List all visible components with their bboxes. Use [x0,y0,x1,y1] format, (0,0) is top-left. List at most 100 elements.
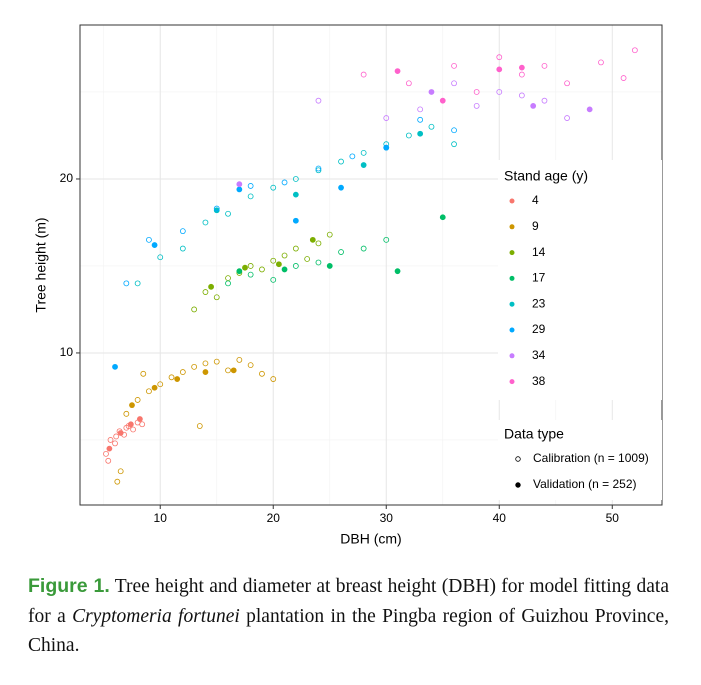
validation-point [417,130,424,137]
validation-point [174,376,181,382]
calibration-point [383,236,390,243]
validation-point [338,184,344,191]
validation-point [208,283,214,290]
calibration-point [157,254,164,261]
calibration-point [405,132,412,139]
legend-label: 23 [532,296,546,310]
calibration-point [157,381,164,388]
calibration-point [114,478,121,485]
calibration-point [123,280,130,287]
calibration-point [270,257,277,264]
calibration-point [140,370,147,377]
calibration-point [292,245,299,252]
validation-point [236,268,243,275]
calibration-point [225,367,231,374]
calibration-point [541,97,548,104]
validation-point [136,416,143,422]
calibration-point [281,179,288,186]
calibration-point [247,263,254,269]
calibration-point [130,426,137,433]
calibration-point [247,362,254,369]
calibration-point [225,210,231,217]
validation-point [242,264,248,271]
legend-key [515,482,521,488]
calibration-point [315,240,322,247]
calibration-point [168,374,175,381]
calibration-point [326,231,333,238]
validation-point [230,367,237,374]
calibration-point [518,92,525,99]
legend-key [509,275,515,281]
calibration-point [179,228,186,235]
calibration-point [179,245,186,252]
calibration-point [473,102,480,109]
legend-key [509,224,515,230]
calibration-point [281,252,288,259]
legend-label: 4 [532,193,539,207]
calibration-point [564,80,570,87]
legend-key [515,456,521,462]
x-tick-label: 40 [493,511,507,525]
legend-label: 38 [532,374,546,388]
calibration-point [451,141,457,148]
calibration-point [191,363,198,370]
validation-point [151,384,158,391]
validation-point [127,421,134,428]
calibration-point [259,266,265,273]
validation-point [292,217,299,224]
calibration-point [247,193,254,200]
validation-point [281,266,288,273]
validation-point [275,261,282,268]
calibration-point [304,256,311,262]
calibration-point [541,62,548,69]
calibration-point [360,245,367,252]
y-axis-title: Tree height (m) [33,217,49,312]
calibration-point [417,116,424,123]
calibration-point [620,75,627,81]
calibration-point [259,370,265,377]
validation-point [530,102,537,109]
calibration-point [202,289,209,295]
calibration-point [451,127,457,134]
validation-point [496,66,503,73]
calibration-point [360,71,367,78]
validation-point [213,207,220,214]
caption-text: Tree height and diameter at breast heigh… [28,576,669,627]
calibration-point [417,106,424,113]
validation-point [129,402,135,409]
calibration-point [338,158,344,165]
validation-point [236,181,243,188]
calibration-point [112,440,118,447]
validation-point [439,97,446,104]
calibration-point [496,54,503,61]
calibration-point [123,410,130,417]
x-tick-label: 30 [380,511,394,525]
calibration-point [270,184,277,191]
legend-key [509,379,515,385]
legend-title: Stand age (y) [504,168,588,184]
calibration-point [247,271,254,278]
calibration-point [598,59,604,66]
calibration-point [213,294,220,301]
calibration-point [213,205,220,212]
calibration-point [428,123,435,130]
calibration-point [270,376,277,382]
calibration-point [405,80,412,87]
calibration-point [496,89,503,95]
calibration-point [383,115,390,121]
calibration-point [196,423,203,429]
legend-label: 34 [532,348,546,362]
calibration-point [292,176,299,182]
calibration-point [202,219,209,226]
calibration-point [349,153,356,160]
legend-key [509,301,515,307]
calibration-point [123,424,130,431]
chart: DBH (cm) Tree height (m) 10 20 30 40 50 10 20 S… [33,24,663,547]
legend-key [509,353,515,359]
validation-point [292,191,299,198]
legend-key [509,198,515,204]
calibration-point [451,62,457,69]
calibration-point [225,280,231,287]
calibration-point [338,249,344,255]
legend-key [509,327,515,333]
